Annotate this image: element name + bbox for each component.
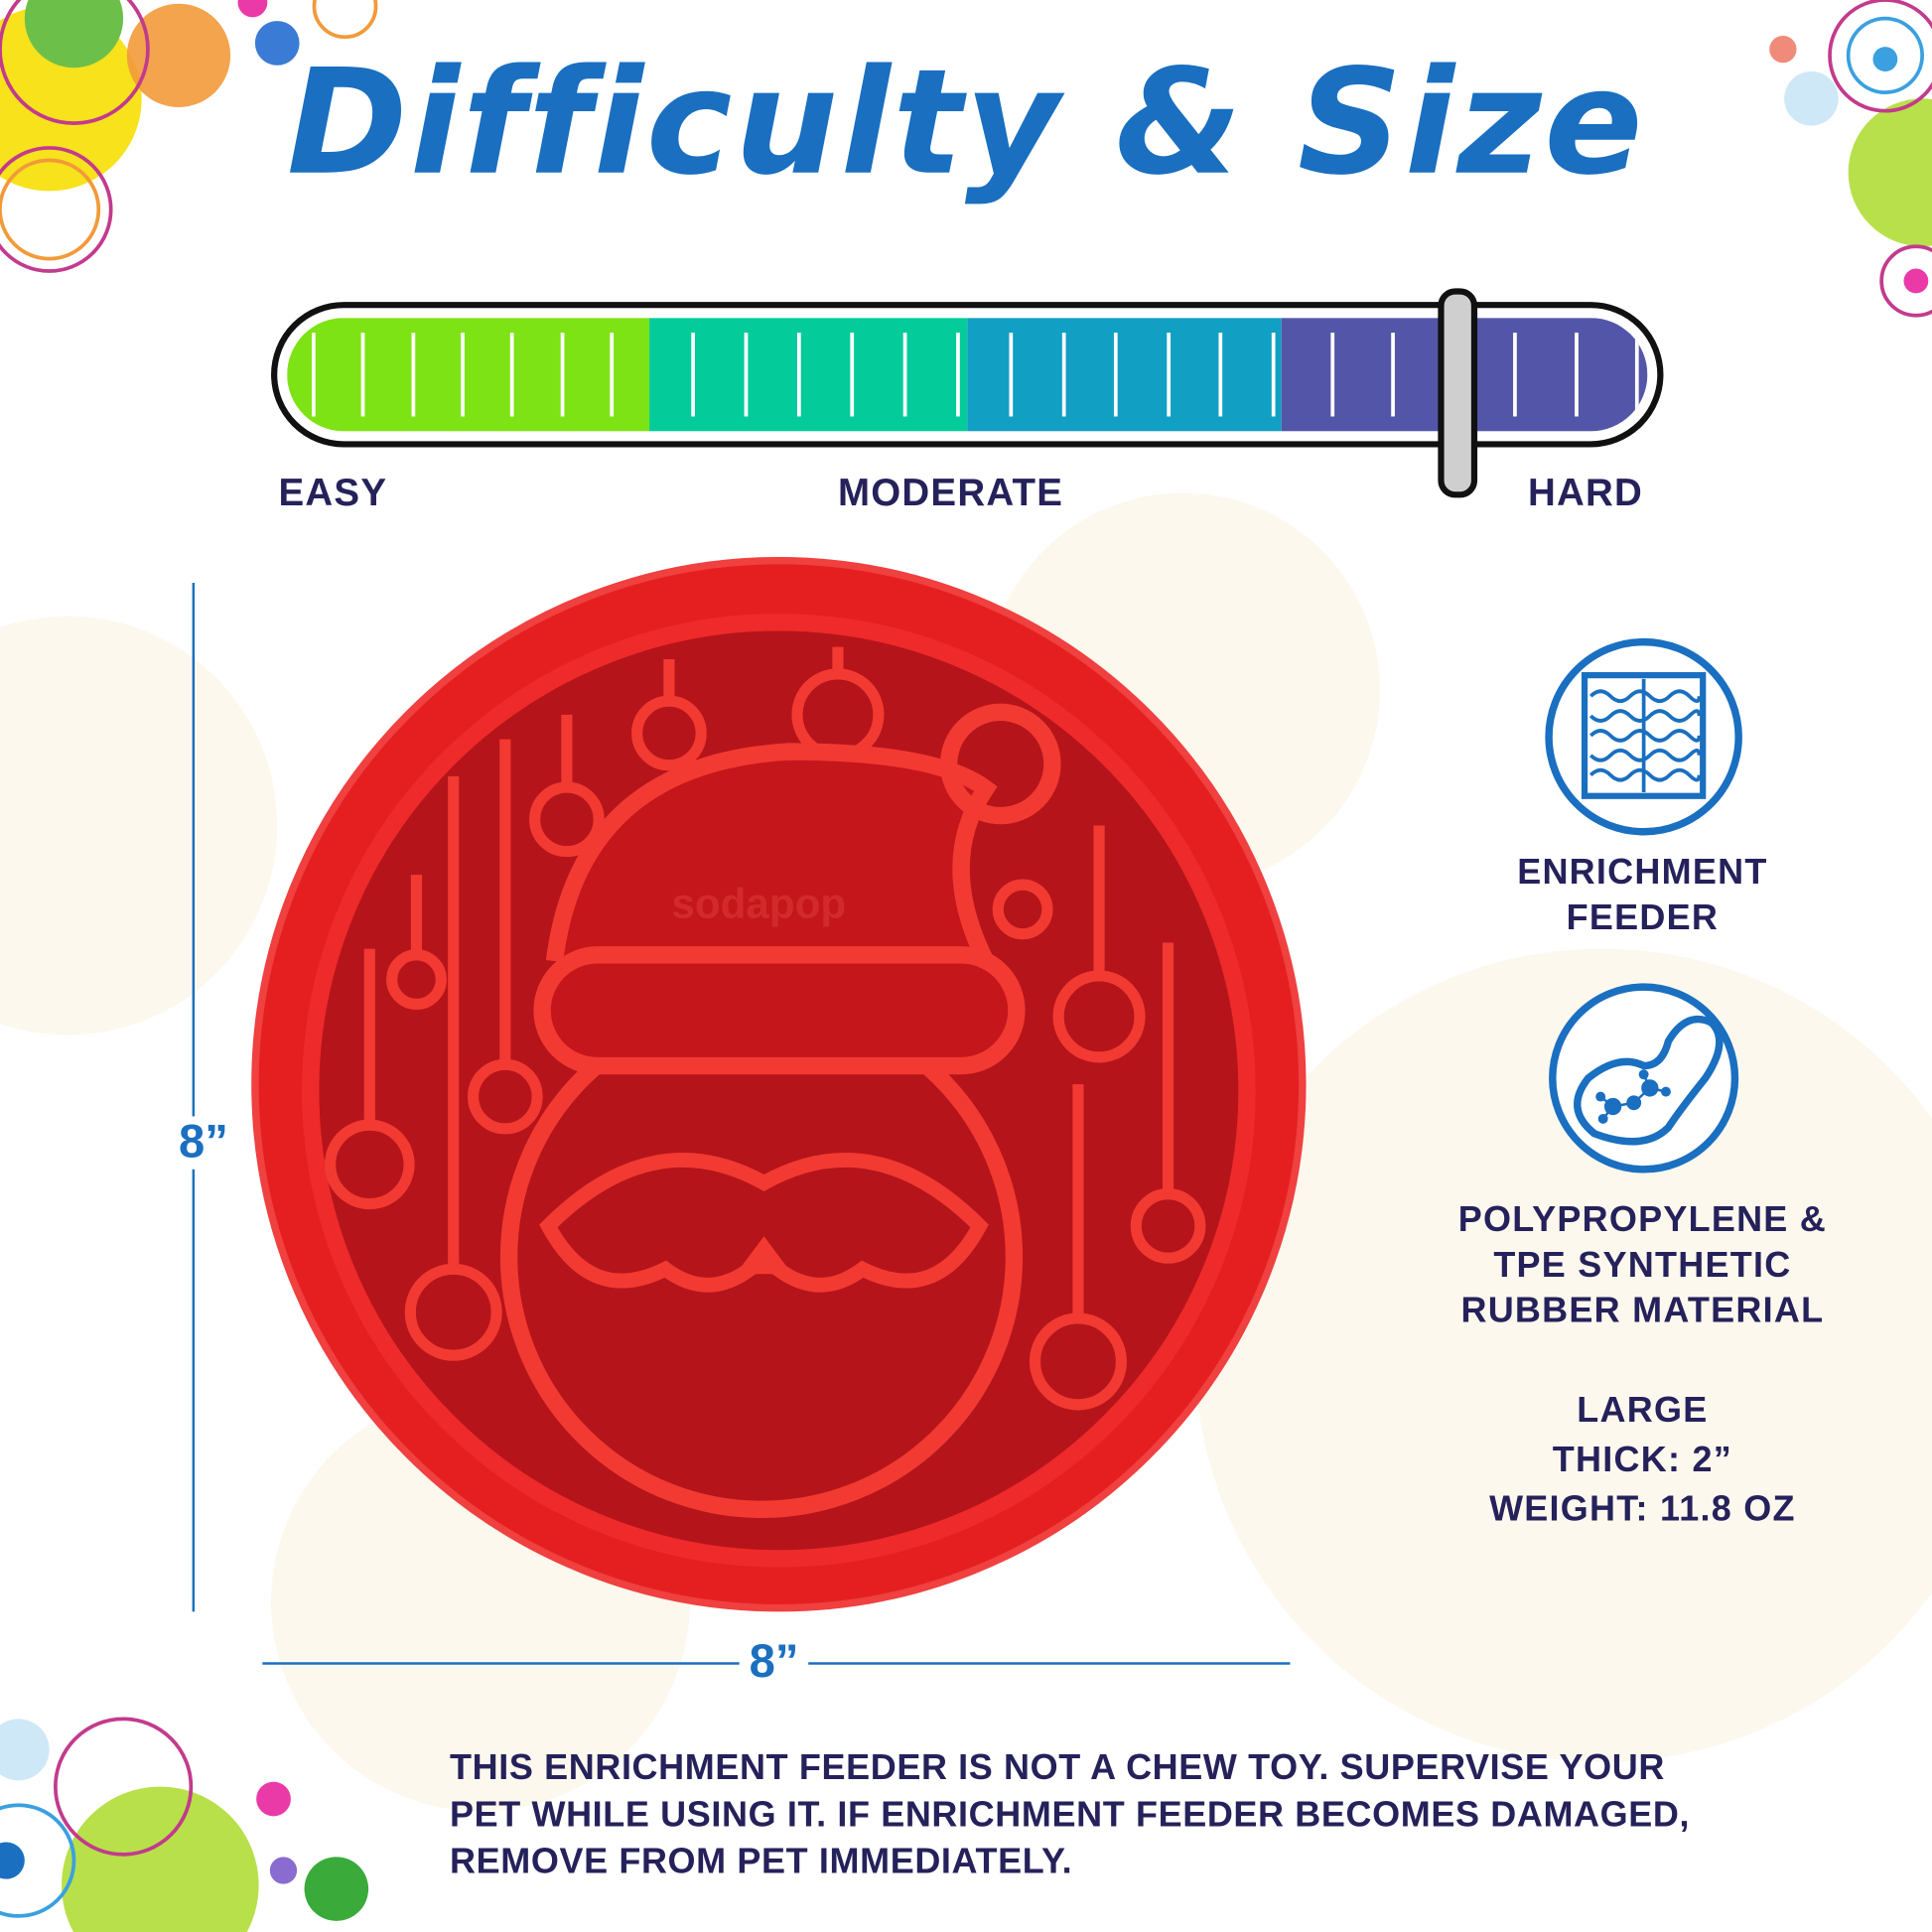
spec-weight: WEIGHT: 11.8 OZ: [1489, 1489, 1796, 1530]
material-molecule-icon: [1549, 983, 1739, 1173]
label-moderate: MODERATE: [837, 471, 1064, 514]
warning-line: THIS ENRICHMENT FEEDER IS NOT A CHEW TOY…: [450, 1748, 1665, 1788]
label-hard: HARD: [1527, 471, 1644, 514]
difficulty-segment: [287, 318, 650, 432]
meter-tick: [1166, 333, 1171, 417]
product-image-santa-feeder: sodapop: [251, 556, 1307, 1612]
meter-tick: [850, 333, 855, 417]
meter-tick: [1061, 333, 1065, 417]
meter-tick: [797, 333, 802, 417]
meter-tick: [1635, 333, 1639, 417]
meter-tick: [361, 333, 365, 417]
meter-tick: [956, 333, 961, 417]
warning-line: REMOVE FROM PET IMMEDIATELY.: [450, 1842, 1073, 1882]
embossed-brand: sodapop: [671, 881, 846, 927]
safety-warning: THIS ENRICHMENT FEEDER IS NOT A CHEW TOY…: [450, 1744, 1866, 1884]
meter-tick: [1513, 333, 1517, 417]
meter-tick: [1391, 333, 1396, 417]
difficulty-indicator-knob: [1438, 288, 1478, 498]
size-specs: LARGE THICK: 2” WEIGHT: 11.8 OZ: [1417, 1386, 1867, 1534]
page-title: Difficulty & Size: [286, 37, 1646, 207]
meter-tick: [610, 333, 614, 417]
puzzle-icon: [1545, 637, 1742, 836]
feature-line: TPE SYNTHETIC: [1493, 1245, 1792, 1286]
height-dimension-label: 8”: [178, 1116, 228, 1170]
warning-line: PET WHILE USING IT. IF ENRICHMENT FEEDER…: [450, 1795, 1691, 1835]
label-easy: EASY: [278, 471, 388, 514]
difficulty-meter: [271, 302, 1664, 448]
meter-tick: [312, 333, 316, 417]
meter-tick: [903, 333, 907, 417]
meter-tick: [1271, 333, 1275, 417]
meter-tick: [560, 333, 564, 417]
spec-thickness: THICK: 2”: [1552, 1440, 1732, 1480]
meter-tick: [1009, 333, 1014, 417]
meter-tick: [1113, 333, 1118, 417]
meter-tick: [1329, 333, 1334, 417]
spec-size: LARGE: [1577, 1391, 1709, 1431]
feature-material: POLYPROPYLENE & TPE SYNTHETIC RUBBER MAT…: [1417, 1197, 1867, 1334]
meter-tick: [461, 333, 465, 417]
meter-tick: [411, 333, 415, 417]
meter-tick: [510, 333, 514, 417]
feature-line: FEEDER: [1566, 897, 1720, 938]
meter-tick: [691, 333, 696, 417]
meter-tick: [1218, 333, 1223, 417]
feature-line: RUBBER MATERIAL: [1460, 1291, 1825, 1331]
meter-tick: [745, 333, 749, 417]
height-dimension-line: [192, 583, 196, 1612]
width-dimension-label: 8”: [739, 1636, 809, 1690]
meter-tick: [1574, 333, 1579, 417]
difficulty-segment: [649, 318, 968, 432]
feature-line: POLYPROPYLENE &: [1457, 1199, 1828, 1240]
difficulty-segment: [967, 318, 1282, 432]
feature-enrichment-feeder: ENRICHMENT FEEDER: [1417, 850, 1867, 941]
feature-line: ENRICHMENT: [1517, 852, 1768, 893]
